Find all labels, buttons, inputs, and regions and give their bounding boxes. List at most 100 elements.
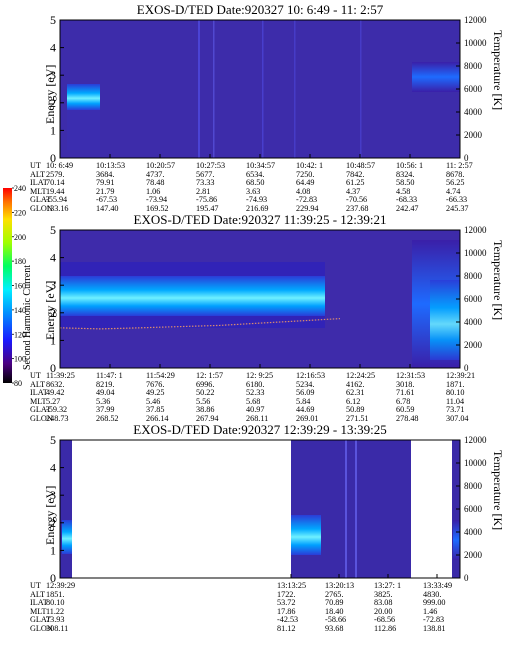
ephemeris-row-label: MLT — [30, 186, 47, 196]
ephemeris-cell: 11: 2:57 — [446, 161, 473, 170]
y-tick-label: 5 — [50, 433, 56, 447]
ephemeris-cell: 4162. — [346, 379, 365, 389]
y-tick-label: 0 — [50, 571, 56, 585]
ephemeris-cell: 78.48 — [146, 178, 165, 188]
ephemeris-cell: -66.33 — [446, 195, 468, 205]
panel1-band-left — [67, 84, 100, 110]
ephemeris-cell: 1851. — [46, 589, 65, 599]
ephemeris-cell: 278.48 — [396, 414, 419, 423]
panel2-ylabel-left: Energy [eV] — [43, 280, 57, 340]
ephemeris-cell: -42.53 — [277, 615, 299, 625]
yr-tick-label: 6000 — [464, 504, 483, 514]
ephemeris-cell: 6996. — [196, 379, 215, 389]
ephemeris-cell: 307.04 — [446, 414, 469, 423]
ephemeris-cell: 308.11 — [46, 624, 69, 633]
colorbar-ticks: 240 220 200 180 160 140 120 100 80 — [12, 184, 26, 388]
ephemeris-cell: 10:48:57 — [346, 161, 376, 170]
ephemeris-cell: 216.69 — [246, 204, 269, 213]
ephemeris-cell: 53.72 — [277, 598, 296, 608]
ephemeris-cell: 49.04 — [96, 388, 115, 398]
ephemeris-cell: 1871. — [446, 379, 465, 389]
panel1-x-ticks — [59, 154, 461, 158]
y-tick-label: 4 — [50, 461, 56, 475]
ephemeris-row-label: GLON — [30, 204, 53, 213]
panel2-band-main — [60, 276, 325, 316]
ephemeris-cell: 237.68 — [346, 204, 369, 213]
y-tick-label: 4 — [50, 251, 56, 265]
ephemeris-cell: 13:33:49 — [423, 581, 453, 590]
ephemeris-cell: 64.49 — [296, 178, 315, 188]
ephemeris-cell: 61.25 — [346, 178, 365, 188]
ephemeris-cell: -72.83 — [423, 615, 445, 625]
panel2-title: EXOS-D/TED Date:920327 11:39:25 - 12:39:… — [133, 212, 387, 227]
ephemeris-cell: 8219. — [96, 379, 115, 389]
y-tick-label: 2 — [50, 516, 56, 530]
panel1-yr-ticks: 12000 10000 8000 6000 4000 2000 0 — [456, 15, 487, 163]
ephemeris-cell: -68.56 — [374, 615, 396, 625]
ephemeris-cell: -73.94 — [146, 195, 168, 205]
ephemeris-cell: 38.86 — [196, 405, 215, 415]
ephemeris-cell: 37.99 — [96, 405, 115, 415]
ephemeris-cell: 73.33 — [196, 178, 215, 188]
panel3-yr-ticks: 12000 10000 8000 6000 4000 2000 0 — [456, 435, 487, 583]
panel1-ylabel-right: Temperature [K] — [491, 30, 505, 111]
ephemeris-cell: 6.78 — [396, 396, 411, 406]
ephemeris-cell: -75.86 — [196, 195, 218, 205]
ephemeris-cell: 19.44 — [46, 186, 65, 196]
y-tick-label: 0 — [50, 151, 56, 165]
ephemeris-cell: -72.83 — [296, 195, 318, 205]
ephemeris-cell: 271.51 — [346, 414, 369, 423]
ephemeris-cell: 4.37 — [346, 186, 361, 196]
ephemeris-cell: 248.73 — [46, 414, 69, 423]
ephemeris-cell: -58.66 — [325, 615, 347, 625]
ephemeris-cell: 1722. — [277, 589, 296, 599]
ephemeris-cell: 10:42: 1 — [296, 161, 324, 170]
ephemeris-cell: 10:13:53 — [96, 161, 126, 170]
ephemeris-row-label: ILAT — [30, 178, 48, 188]
ephemeris-cell: 266.14 — [146, 414, 169, 423]
ephemeris-cell: 4.58 — [396, 186, 411, 196]
ephemeris-row-label: UT — [30, 161, 41, 170]
colorbar-tick-label: 200 — [14, 233, 26, 242]
colorbar-tick-label: 120 — [14, 330, 26, 339]
ephemeris-cell: 5.36 — [96, 396, 111, 406]
ephemeris-cell: 268.11 — [246, 414, 269, 423]
panel3-band-right — [453, 520, 460, 560]
ephemeris-cell: 4737. — [146, 169, 165, 179]
ephemeris-cell: 50.22 — [196, 388, 215, 398]
ephemeris-cell: -55.94 — [46, 195, 68, 205]
ephemeris-cell: 79.91 — [96, 178, 115, 188]
y-tick-label: 5 — [50, 13, 56, 27]
ephemeris-cell: 5.84 — [296, 396, 311, 406]
yr-tick-label: 2000 — [464, 340, 483, 350]
ephemeris-row-label: GLAT — [30, 615, 51, 625]
panel1-title: EXOS-D/TED Date:920327 10: 6:49 - 11: 2:… — [136, 2, 384, 17]
ephemeris-cell: 68.50 — [246, 178, 265, 188]
yr-tick-label: 8000 — [464, 61, 483, 71]
ephemeris-cell: 229.94 — [296, 204, 319, 213]
colorbar-tick-label: 220 — [14, 208, 26, 217]
yr-tick-label: 6000 — [464, 294, 483, 304]
yr-tick-label: 4000 — [464, 317, 483, 327]
ephemeris-cell: 40.97 — [246, 405, 265, 415]
ephemeris-cell: 73.71 — [446, 405, 465, 415]
panel2-y-ticks: 5 4 3 2 1 0 — [50, 223, 64, 375]
y-tick-label: 3 — [50, 278, 56, 292]
yr-tick-label: 0 — [464, 573, 469, 583]
ephemeris-cell: 2765. — [325, 589, 344, 599]
ephemeris-cell: 5.27 — [46, 396, 61, 406]
ephemeris-cell: 11:54:29 — [146, 371, 175, 380]
ephemeris-cell: -68.33 — [396, 195, 418, 205]
ephemeris-cell: 3684. — [96, 169, 115, 179]
ephemeris-cell: 2579. — [46, 169, 65, 179]
ephemeris-cell: 267.94 — [196, 414, 219, 423]
y-tick-label: 4 — [50, 41, 56, 55]
colorbar — [3, 188, 12, 383]
ephemeris-cell: 12:39:21 — [446, 371, 476, 380]
ephemeris-row-label: ALT — [30, 379, 46, 389]
ephemeris-row-label: GLAT — [30, 405, 51, 415]
yr-tick-label: 10000 — [464, 458, 487, 468]
ephemeris-cell: 12: 9:25 — [246, 371, 274, 380]
ephemeris-cell: 268.52 — [96, 414, 119, 423]
y-tick-label: 1 — [50, 123, 56, 137]
